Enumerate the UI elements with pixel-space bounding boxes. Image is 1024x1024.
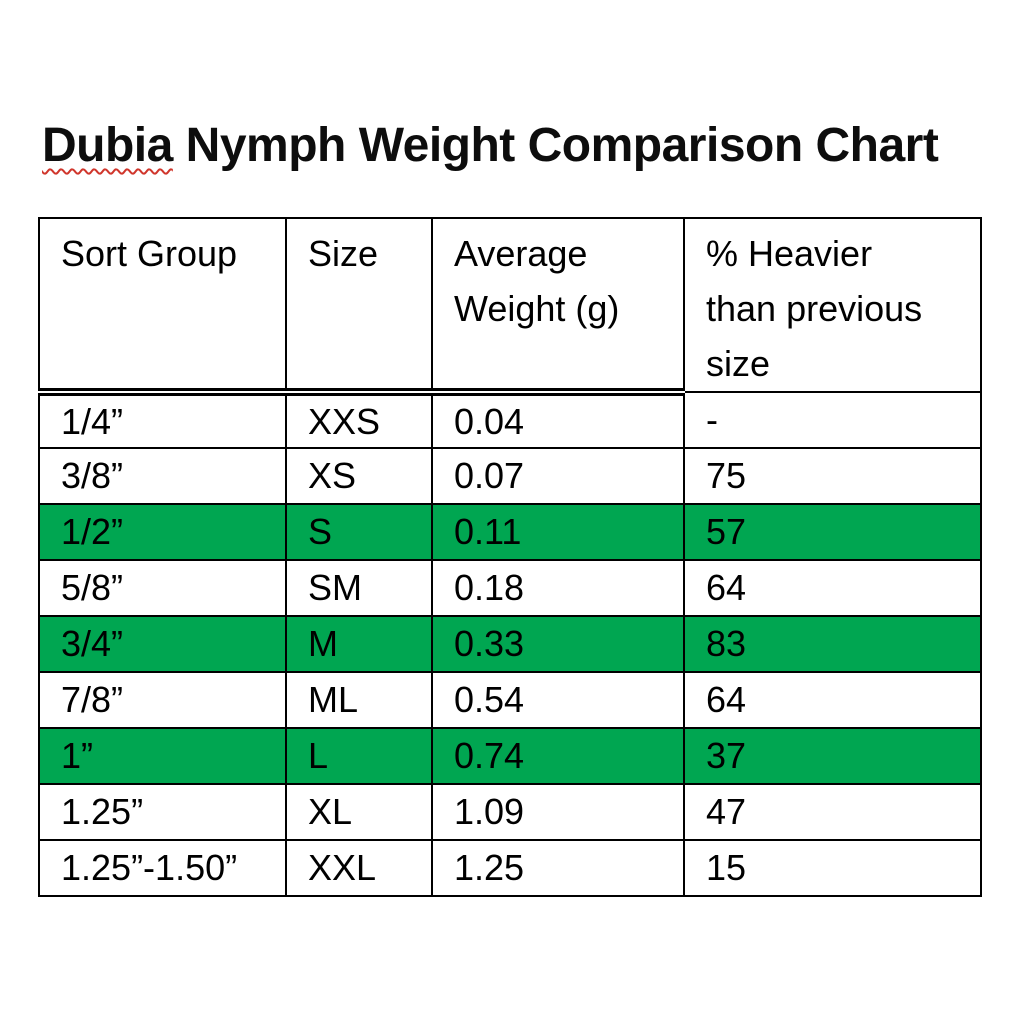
cell-size: XS — [285, 447, 433, 505]
cell-pct-heavier: 64 — [683, 559, 982, 617]
cell-pct-heavier: 47 — [683, 783, 982, 841]
cell-pct-heavier: 15 — [683, 839, 982, 897]
page-title-misspelled-word: Dubia — [42, 119, 173, 172]
table-row-xxs: 1/4” XXS 0.04 - — [38, 391, 982, 449]
cell-size: XL — [285, 783, 433, 841]
cell-avg-weight: 0.07 — [431, 447, 685, 505]
cell-avg-weight: 0.11 — [431, 503, 685, 561]
cell-size: L — [285, 727, 433, 785]
cell-pct-heavier: 57 — [683, 503, 982, 561]
cell-avg-weight: 0.33 — [431, 615, 685, 673]
column-header-size: Size — [285, 217, 433, 396]
table-row-ml: 7/8” ML 0.54 64 — [38, 671, 982, 729]
table-body: 1/4” XXS 0.04 - 3/8” XS 0.07 75 1/2” S 0… — [38, 391, 982, 897]
cell-avg-weight: 1.25 — [431, 839, 685, 897]
column-header-average-weight: Average Weight (g) — [431, 217, 685, 396]
cell-size: XXS — [285, 391, 433, 449]
table-row-xs: 3/8” XS 0.07 75 — [38, 447, 982, 505]
weight-comparison-table: Sort Group Size Average Weight (g) % Hea… — [38, 217, 982, 897]
cell-size: S — [285, 503, 433, 561]
cell-pct-heavier: 37 — [683, 727, 982, 785]
cell-size: XXL — [285, 839, 433, 897]
column-header-sort-group-label: Sort Group — [61, 233, 238, 274]
cell-sort-group: 1.25” — [38, 783, 287, 841]
header-row: Sort Group Size Average Weight (g) % Hea… — [38, 217, 982, 396]
cell-avg-weight: 1.09 — [431, 783, 685, 841]
cell-size: ML — [285, 671, 433, 729]
cell-size: SM — [285, 559, 433, 617]
page-title-rest: Nymph Weight Comparison Chart — [172, 119, 939, 172]
column-header-sort-group: Sort Group — [38, 217, 287, 396]
cell-avg-weight: 0.54 — [431, 671, 685, 729]
cell-sort-group: 7/8” — [38, 671, 287, 729]
page-title: Dubia Nymph Weight Comparison Chart — [42, 119, 939, 172]
table-row-l-highlighted: 1” L 0.74 37 — [38, 727, 982, 785]
cell-avg-weight: 0.74 — [431, 727, 685, 785]
cell-sort-group: 3/8” — [38, 447, 287, 505]
cell-pct-heavier: 75 — [683, 447, 982, 505]
cell-size: M — [285, 615, 433, 673]
column-header-size-label: Size — [308, 233, 379, 274]
cell-pct-heavier: 83 — [683, 615, 982, 673]
table-row-sm: 5/8” SM 0.18 64 — [38, 559, 982, 617]
cell-sort-group: 1” — [38, 727, 287, 785]
table-row-xl: 1.25” XL 1.09 47 — [38, 783, 982, 841]
column-header-pct-heavier: % Heavier than previous size — [683, 217, 982, 393]
cell-sort-group: 5/8” — [38, 559, 287, 617]
table-row-xxl: 1.25”-1.50” XXL 1.25 15 — [38, 839, 982, 897]
table-row-s-highlighted: 1/2” S 0.11 57 — [38, 503, 982, 561]
cell-pct-heavier: - — [683, 391, 982, 449]
table-header: Sort Group Size Average Weight (g) % Hea… — [38, 217, 982, 396]
cell-avg-weight: 0.18 — [431, 559, 685, 617]
cell-sort-group: 1.25”-1.50” — [38, 839, 287, 897]
table-row-m-highlighted: 3/4” M 0.33 83 — [38, 615, 982, 673]
cell-sort-group: 1/4” — [38, 391, 287, 449]
cell-sort-group: 3/4” — [38, 615, 287, 673]
cell-avg-weight: 0.04 — [431, 391, 685, 449]
cell-sort-group: 1/2” — [38, 503, 287, 561]
cell-pct-heavier: 64 — [683, 671, 982, 729]
